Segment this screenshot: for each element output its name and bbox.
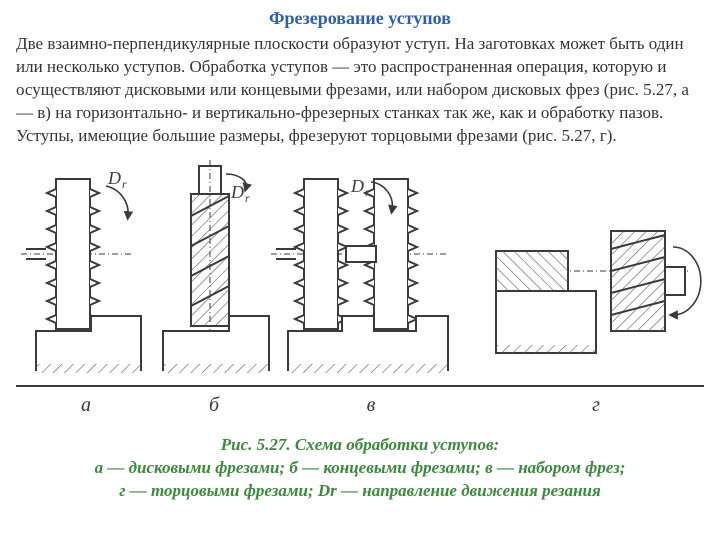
section-title: Фрезерование уступов	[16, 8, 704, 29]
svg-text:r: r	[245, 191, 250, 205]
figure-label-g: г	[592, 394, 600, 416]
figure-5-27: D r а	[16, 156, 704, 503]
caption-line-2: а — дисковыми фрезами; б — концевыми фре…	[16, 457, 704, 480]
figure-caption: Рис. 5.27. Схема обработки уступов: а — …	[16, 434, 704, 503]
body-paragraph: Две взаимно-перпендикулярные плоскости о…	[16, 33, 704, 148]
dr-label-b: D	[230, 182, 244, 202]
dr-label-a: D	[107, 168, 121, 188]
figure-label-b: б	[209, 394, 220, 416]
figure-label-v: в	[367, 394, 376, 416]
milling-schemes-svg: D r а	[16, 156, 704, 426]
figure-label-a: а	[81, 394, 91, 416]
svg-text:r: r	[122, 177, 127, 191]
caption-line-3: г — торцовыми фрезами; Dr — направление …	[16, 480, 704, 503]
caption-line-1: Рис. 5.27. Схема обработки уступов:	[221, 435, 499, 454]
dr-label-v: D	[350, 176, 364, 196]
svg-text:r: r	[365, 185, 370, 199]
document-page: Фрезерование уступов Две взаимно-перпенд…	[0, 0, 720, 540]
